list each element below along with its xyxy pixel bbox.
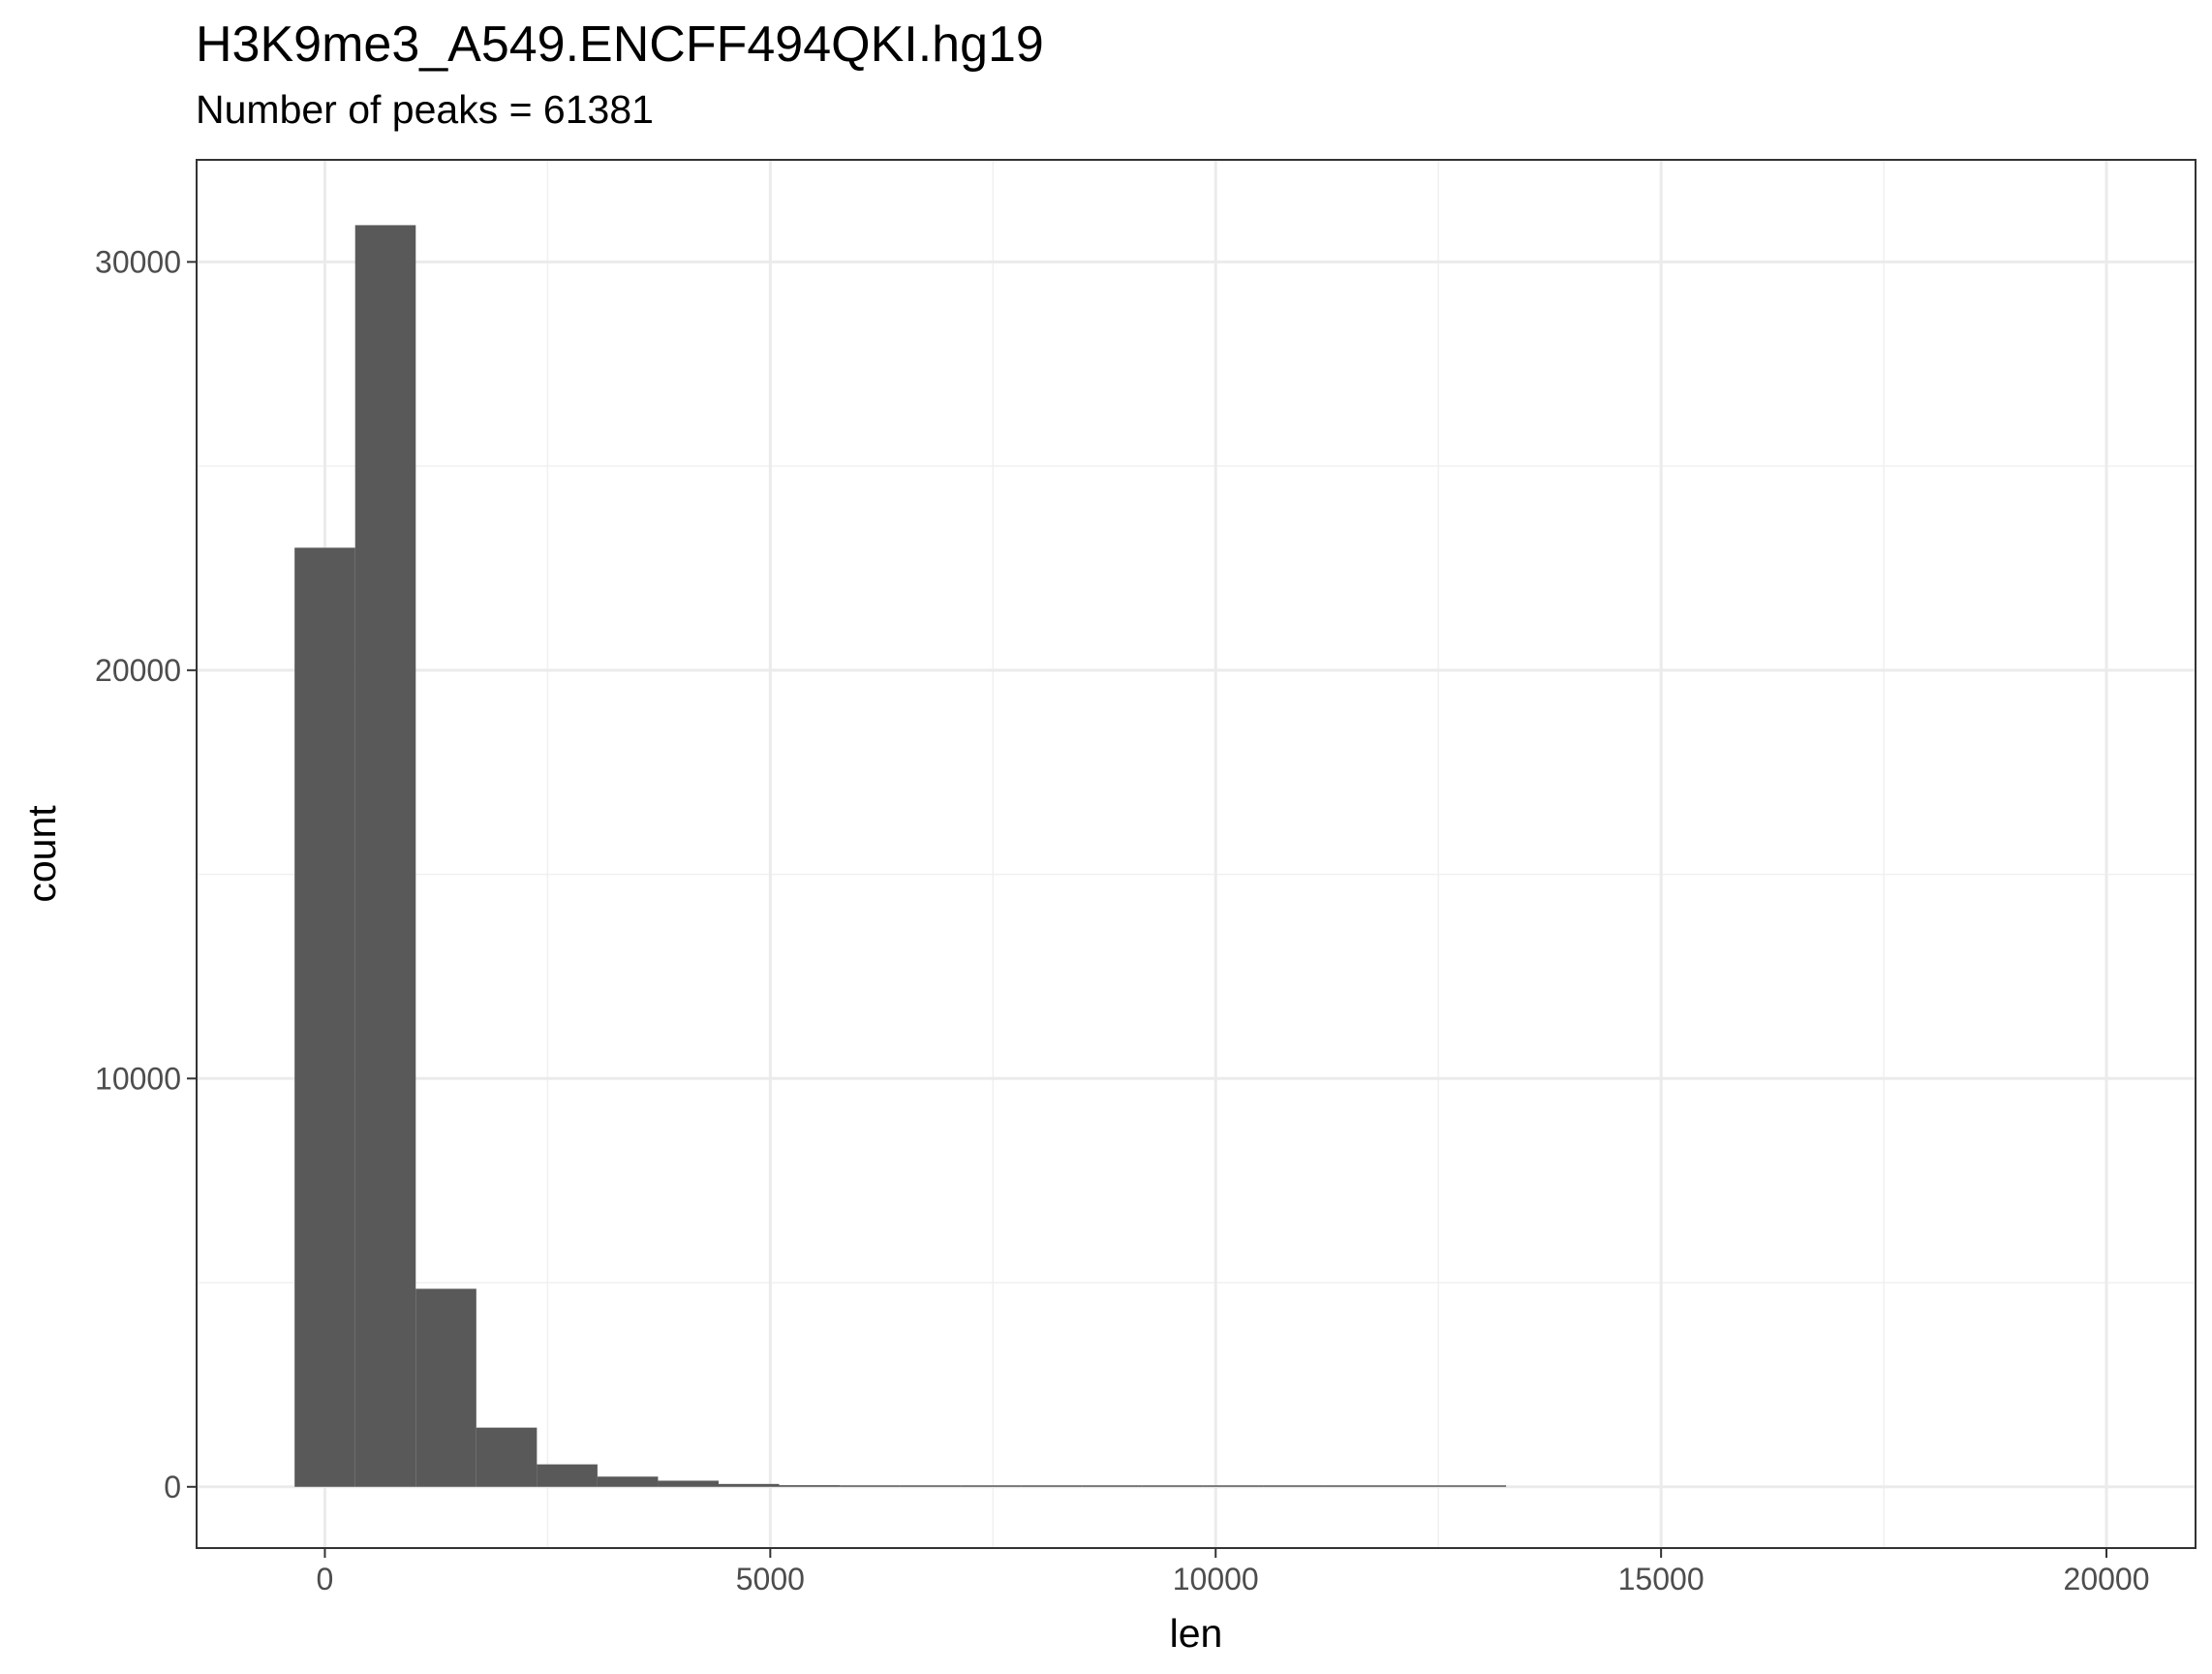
histogram-bar: [718, 1483, 780, 1487]
major-gridlines: [197, 160, 2196, 1548]
y-tick-label: 10000: [95, 1061, 181, 1096]
histogram-bar: [1021, 1485, 1083, 1487]
chart-title: H3K9me3_A549.ENCFF494QKI.hg19: [196, 16, 1044, 73]
y-axis-ticks: 0 10000 20000 30000: [95, 244, 197, 1504]
x-tick-label: 5000: [736, 1562, 805, 1596]
histogram-bar: [1384, 1485, 1446, 1487]
histogram-bar: [779, 1485, 841, 1487]
histogram-bar: [1324, 1485, 1385, 1487]
histogram-bar: [658, 1480, 719, 1487]
histogram-bar: [1203, 1485, 1264, 1487]
x-tick-label: 10000: [1173, 1562, 1259, 1596]
histogram-bar: [900, 1485, 962, 1487]
histogram-bar: [597, 1476, 659, 1487]
histogram-bars: [294, 225, 1507, 1487]
histogram-bar: [537, 1464, 598, 1487]
histogram-bar: [1263, 1485, 1325, 1487]
x-axis-title: len: [1170, 1611, 1223, 1656]
histogram-bar: [1445, 1485, 1507, 1487]
y-tick-label: 0: [164, 1470, 181, 1504]
x-axis-ticks: 0 5000 10000 15000 20000: [317, 1548, 2150, 1596]
histogram-bar: [1142, 1485, 1204, 1487]
histogram-bar: [961, 1485, 1022, 1487]
panel-border: [196, 159, 2197, 1549]
x-tick-label: 15000: [1618, 1562, 1705, 1596]
histogram-bar: [294, 547, 355, 1487]
chart-subtitle: Number of peaks = 61381: [196, 87, 654, 132]
x-tick-label: 20000: [2064, 1562, 2150, 1596]
histogram-bar: [415, 1288, 476, 1487]
histogram-bar: [840, 1485, 901, 1487]
y-axis-title: count: [19, 805, 64, 903]
histogram-bar: [1082, 1485, 1143, 1487]
histogram-bar: [354, 225, 416, 1487]
x-tick-label: 0: [317, 1562, 334, 1596]
minor-gridlines: [197, 160, 2196, 1548]
y-tick-label: 30000: [95, 244, 181, 279]
histogram-bar: [476, 1427, 538, 1487]
y-tick-label: 20000: [95, 653, 181, 688]
